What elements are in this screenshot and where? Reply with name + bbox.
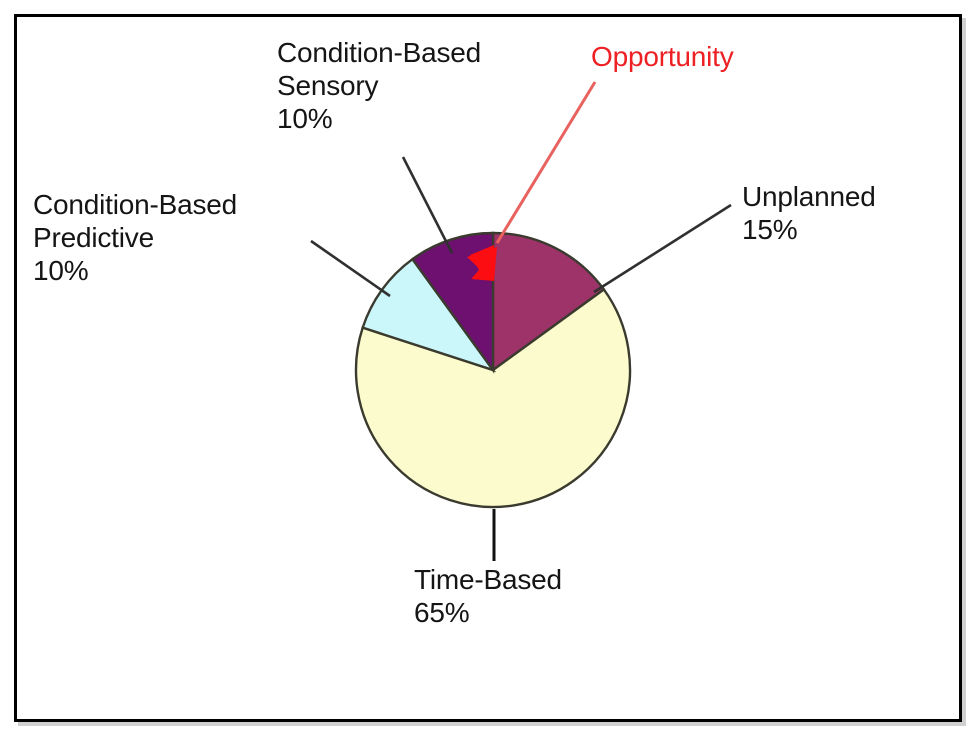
slice-label-line-1: Condition-Based bbox=[33, 189, 238, 220]
annotation-label-text: Opportunity bbox=[591, 41, 734, 72]
slice-label-value: 65% bbox=[414, 597, 470, 628]
slice-label-condition-based-predictive: Condition-Based Predictive 10% bbox=[33, 188, 237, 287]
slice-label-value: 10% bbox=[33, 255, 89, 286]
slice-label-line-1: Condition-Based bbox=[277, 37, 482, 68]
slice-label-unplanned: Unplanned 15% bbox=[742, 180, 876, 246]
slice-label-line-2: Predictive bbox=[33, 222, 154, 253]
slice-label-time-based: Time-Based 65% bbox=[414, 563, 562, 629]
slice-label-condition-based-sensory: Condition-Based Sensory 10% bbox=[277, 36, 481, 135]
opportunity-arrowhead-fill-icon bbox=[470, 245, 494, 278]
slice-label-line-1: Unplanned bbox=[742, 181, 876, 212]
slice-label-value: 15% bbox=[742, 214, 798, 245]
slice-label-line-2: Sensory bbox=[277, 70, 379, 101]
pie-slice-time-based[interactable] bbox=[354, 287, 632, 509]
leader-line-opportunity bbox=[495, 81, 597, 244]
leader-line-sensory bbox=[401, 156, 454, 254]
annotation-label-opportunity: Opportunity bbox=[591, 40, 734, 73]
pie-slice-condition-based-sensory[interactable] bbox=[410, 231, 495, 374]
leader-line-unplanned bbox=[593, 203, 732, 294]
slice-label-line-1: Time-Based bbox=[414, 564, 562, 595]
slice-label-value: 10% bbox=[277, 103, 333, 134]
leader-line-predictive bbox=[310, 239, 391, 298]
